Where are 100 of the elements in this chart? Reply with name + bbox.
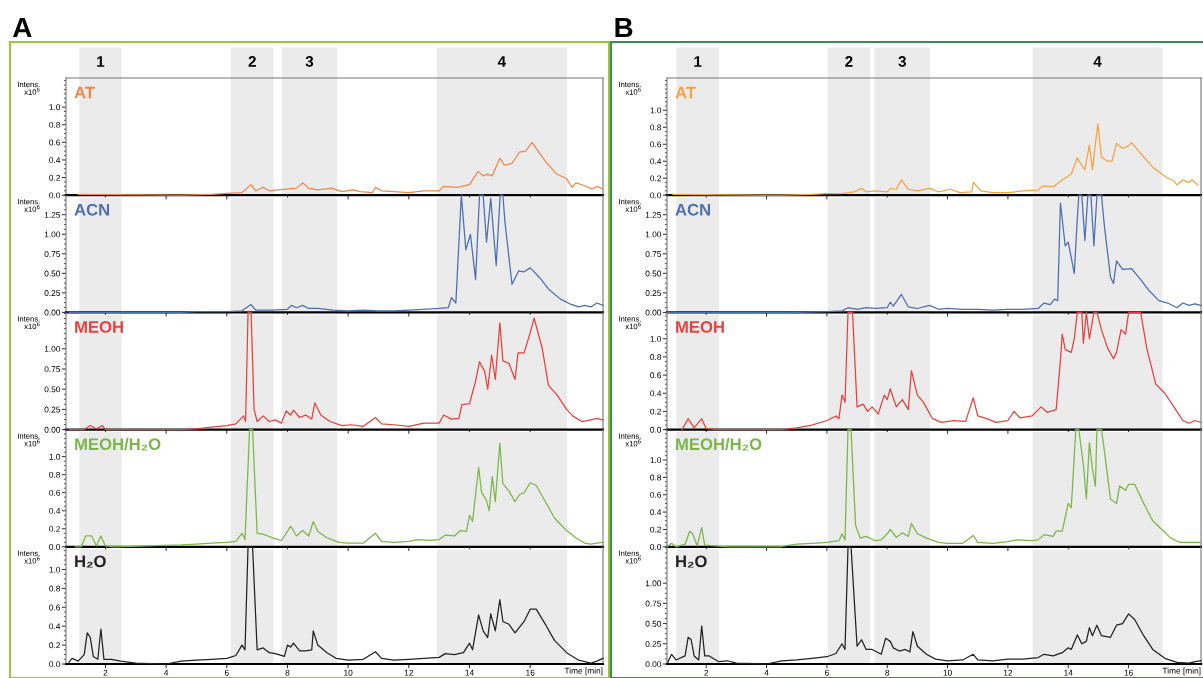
y-tick-label: 0.8 xyxy=(650,124,662,131)
y-tick-label: 0.0 xyxy=(49,192,61,199)
y-tick-label: 0.75 xyxy=(44,251,61,257)
y-tick-label: 1.00 xyxy=(645,580,662,587)
y-tick-label: 0.0 xyxy=(49,544,61,550)
band-label: 4 xyxy=(1093,56,1102,67)
y-tick-label: 0.6 xyxy=(650,491,662,498)
x-tick-label: 12 xyxy=(1003,669,1013,676)
line-series xyxy=(68,311,604,431)
text: AT xyxy=(675,86,696,99)
y-tick-label: 0.50 xyxy=(44,386,61,393)
x-tick-label: 6 xyxy=(224,669,229,676)
y-tick-label: 1.0 xyxy=(650,457,662,464)
y-tick-label: 0.2 xyxy=(650,408,662,415)
y-tick-label: 0.0 xyxy=(650,192,662,199)
text: H₂O xyxy=(676,555,707,568)
y-tick-label: 0.4 xyxy=(49,623,61,630)
text: MEOH/H₂O xyxy=(75,437,161,451)
y-tick-label: 1.25 xyxy=(645,211,662,218)
y-tick-label: 1.0 xyxy=(650,107,662,114)
y-tick-label: 0.2 xyxy=(49,642,61,649)
x-tick-label: 6 xyxy=(825,669,829,676)
line-series xyxy=(666,194,1202,314)
y-tick-label: 1.00 xyxy=(44,231,61,238)
band-label: 3 xyxy=(305,56,314,67)
x-tick-label: 8 xyxy=(285,669,290,676)
band-label: 1 xyxy=(694,56,702,67)
x-tick-label: 10 xyxy=(344,669,353,676)
line-series xyxy=(672,123,1199,196)
line-series xyxy=(68,546,604,665)
x-tick-label: 8 xyxy=(885,669,890,676)
x-tick-label: 2 xyxy=(704,669,709,676)
text: H₂O xyxy=(75,555,106,568)
line-series xyxy=(74,428,604,548)
x-tick-label: 12 xyxy=(404,669,414,676)
y-tick-label: 0.2 xyxy=(49,525,61,532)
y-tick-label: 0.2 xyxy=(650,526,662,533)
x-axis-title: Time [min] xyxy=(564,667,603,676)
y-tick-label: 0.0 xyxy=(650,544,662,550)
band-label: 2 xyxy=(845,56,853,67)
text: AT xyxy=(74,86,95,99)
y-tick-label: 1.0 xyxy=(49,104,61,111)
y-tick-label: 0.00 xyxy=(645,309,662,316)
y-tick-label: 0.8 xyxy=(49,471,61,478)
y-tick-label: 0.4 xyxy=(650,390,662,397)
y-tick-label: 0.25 xyxy=(645,290,662,296)
y-tick-label: 1.00 xyxy=(44,345,61,352)
y-tick-label: 0.8 xyxy=(650,354,662,361)
x-tick-label: 14 xyxy=(1064,669,1073,676)
y-tick-label: 0.00 xyxy=(44,309,61,316)
y-tick-label: 0.6 xyxy=(49,489,61,496)
y-tick-label: 0.50 xyxy=(44,270,61,277)
x-tick-label: 16 xyxy=(526,669,535,676)
text: MEOH/H₂O xyxy=(676,437,762,451)
y-tick-label: 1.0 xyxy=(650,335,662,342)
band-label: 3 xyxy=(898,56,907,67)
y-tick-label: 0.2 xyxy=(49,174,61,181)
y-tick-label: 0.8 xyxy=(49,121,61,128)
text: A xyxy=(12,17,32,38)
text: B xyxy=(615,17,633,38)
band-label: 2 xyxy=(248,56,256,67)
text: MEOH xyxy=(75,321,123,333)
y-tick-label: 0.25 xyxy=(44,290,61,296)
y-tick-label: 0.6 xyxy=(49,604,61,611)
x-tick-label: 16 xyxy=(1124,669,1133,676)
y-tick-label: 0.4 xyxy=(49,507,61,514)
y-tick-label: 0.2 xyxy=(650,175,662,182)
y-tick-label: 0.00 xyxy=(645,661,662,668)
line-series xyxy=(666,546,1202,665)
y-tick-label: 0.50 xyxy=(645,620,662,627)
y-tick-label: 0.75 xyxy=(645,600,662,607)
y-tick-label: 0.6 xyxy=(650,372,662,379)
line-series xyxy=(77,141,604,196)
y-tick-label: 1.25 xyxy=(44,211,61,218)
y-tick-label: 0.50 xyxy=(645,270,662,277)
y-tick-label: 0.4 xyxy=(650,509,662,516)
y-tick-label: 0.00 xyxy=(44,426,61,433)
y-tick-label: 0.6 xyxy=(650,141,662,148)
y-tick-label: 0.75 xyxy=(645,251,662,257)
band-label: 4 xyxy=(497,56,506,67)
x-tick-label: 2 xyxy=(103,669,108,676)
y-tick-label: 0.25 xyxy=(44,406,61,413)
text: ACN xyxy=(675,203,710,216)
x-tick-label: 4 xyxy=(163,669,169,676)
y-tick-label: 0.75 xyxy=(44,366,61,373)
y-tick-label: 0.4 xyxy=(49,157,61,164)
x-tick-label: 14 xyxy=(465,669,474,676)
x-tick-label: 10 xyxy=(943,669,952,676)
line-series xyxy=(68,194,604,314)
y-tick-label: 1.00 xyxy=(645,231,662,238)
y-tick-label: 0.6 xyxy=(49,139,61,146)
y-tick-label: 0.8 xyxy=(49,585,61,592)
y-tick-label: 0.4 xyxy=(650,158,662,165)
band-label: 1 xyxy=(97,56,105,67)
x-tick-label: 4 xyxy=(764,669,769,676)
y-tick-label: 1.0 xyxy=(49,566,61,573)
text: ACN xyxy=(74,203,110,216)
y-tick-label: 1.0 xyxy=(49,453,61,460)
line-series xyxy=(666,428,1202,548)
x-axis-title: Time [min] xyxy=(1162,667,1201,676)
